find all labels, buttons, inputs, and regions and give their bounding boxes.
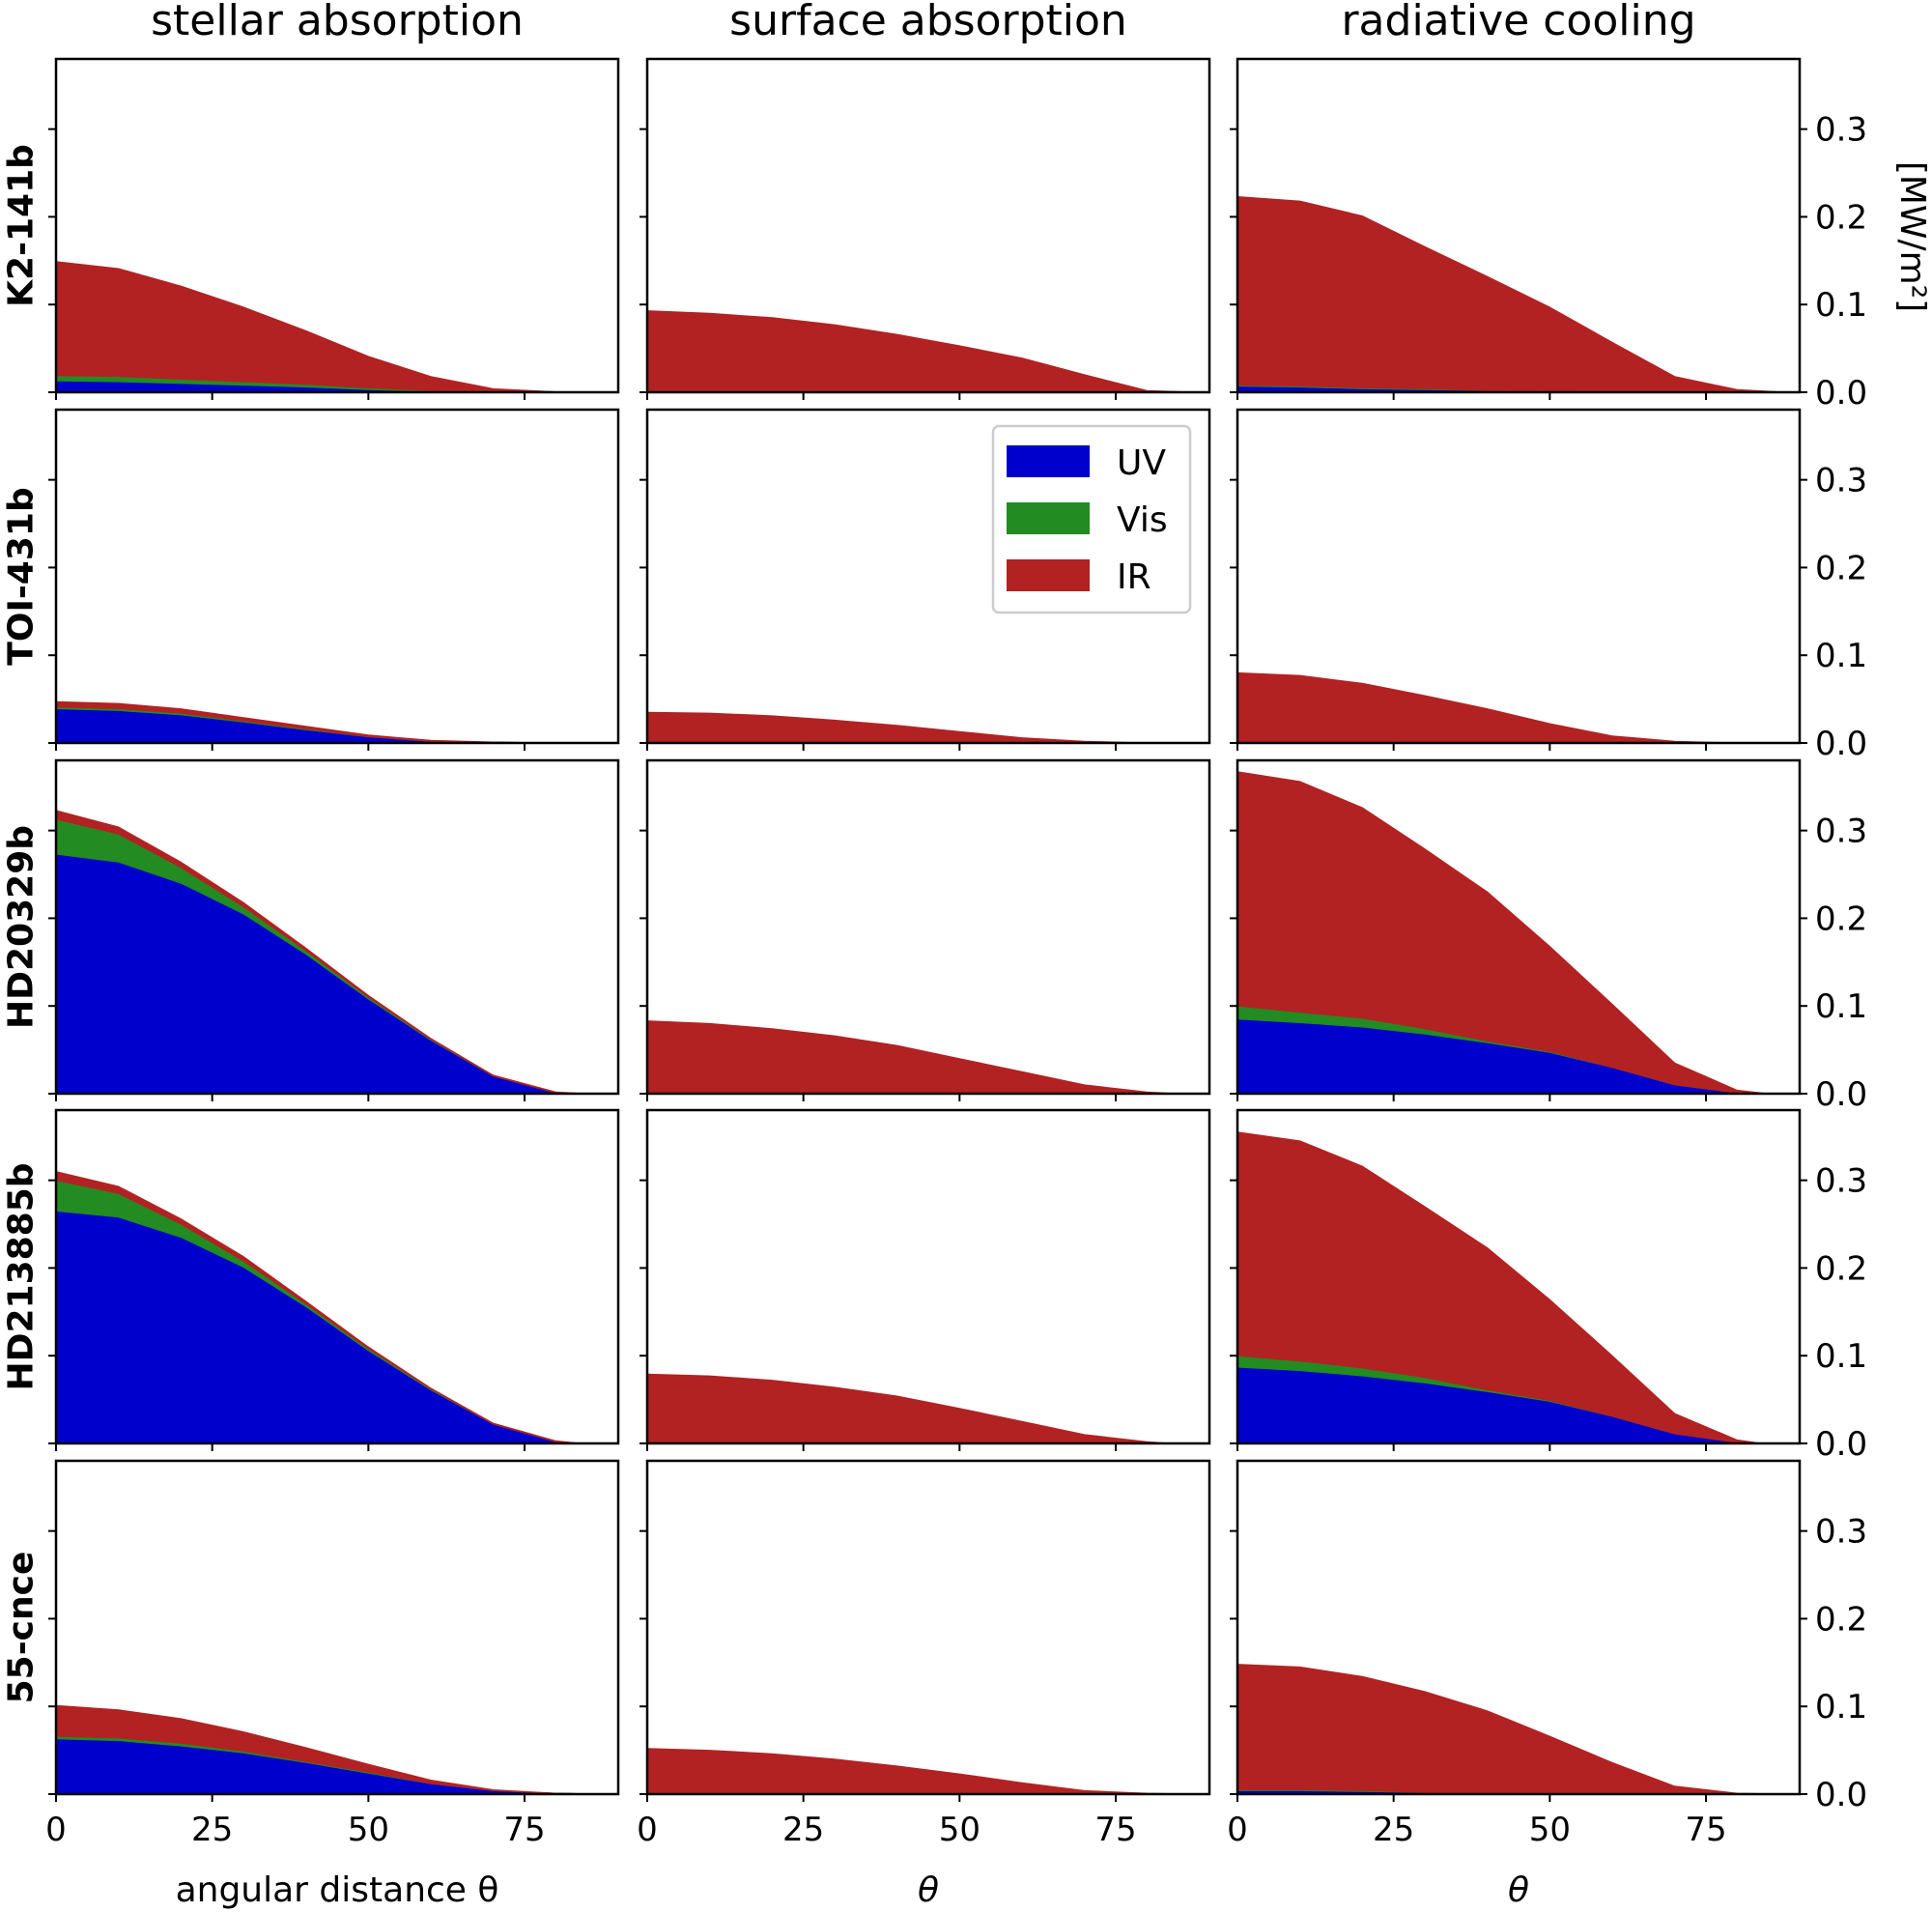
panel-2-0 — [48, 758, 620, 1101]
y-tick-label: 0.3 — [1815, 111, 1867, 150]
y-tick-label: 0.2 — [1815, 198, 1867, 237]
area-ir-0-0 — [55, 261, 607, 393]
panel-frame — [645, 408, 1211, 745]
y-tick-label: 0.3 — [1815, 462, 1867, 500]
row-label-0: K2-141b — [2, 144, 42, 307]
panel-1-1 — [639, 408, 1211, 751]
legend-swatch-uv — [1007, 445, 1090, 477]
column-title-2: radiative cooling — [1341, 0, 1695, 45]
area-ir-1-1 — [646, 711, 1198, 744]
y-tick-label: 0.1 — [1815, 1337, 1867, 1376]
x-tick-label: 50 — [348, 1811, 389, 1849]
x-tick-label: 0 — [45, 1811, 67, 1849]
row-label-1: TOI-431b — [2, 487, 42, 665]
x-tick-label: 50 — [1529, 1811, 1571, 1849]
panel-3-2: 0.0 0.1 0.2 0.3 — [1230, 1108, 1867, 1464]
column-title-0: stellar absorption — [151, 0, 524, 45]
panel-0-1 — [639, 57, 1211, 400]
x-axis-label-2: θ — [1508, 1870, 1529, 1910]
y-axis-label: [MW/m²] — [1892, 161, 1932, 312]
y-tick-label: 0.1 — [1815, 286, 1867, 325]
legend-swatch-vis — [1007, 502, 1090, 534]
y-tick-label: 0.2 — [1815, 1249, 1867, 1288]
panel-frame — [1236, 1108, 1802, 1445]
area-ir-3-1 — [646, 1373, 1173, 1444]
panel-1-2: 0.0 0.1 0.2 0.3 — [1230, 408, 1867, 763]
panel-4-2: 0 25 50 75 0.0 0.1 0.2 0.3 — [1227, 1459, 1867, 1849]
x-tick-label: 0 — [1227, 1811, 1248, 1849]
panel-3-0 — [48, 1108, 620, 1451]
y-tick-label: 0.0 — [1815, 1075, 1867, 1114]
x-axis-label-1: θ — [918, 1870, 939, 1910]
panel-3-1 — [639, 1108, 1211, 1451]
legend: UV Vis IR — [991, 424, 1192, 614]
area-uv-1-0 — [55, 708, 607, 744]
panel-frame — [645, 1108, 1211, 1445]
y-tick-label: 0.3 — [1815, 1513, 1867, 1552]
y-tick-label: 0.2 — [1815, 549, 1867, 587]
panel-frame — [1236, 57, 1802, 394]
x-tick-label: 50 — [939, 1811, 980, 1849]
x-tick-label: 75 — [1094, 1811, 1136, 1849]
y-tick-label: 0.2 — [1815, 899, 1867, 938]
row-label-4: 55-cnce — [2, 1552, 42, 1704]
y-tick-label: 0.0 — [1815, 1425, 1867, 1464]
panel-1-0 — [48, 408, 620, 751]
panel-frame — [645, 57, 1211, 394]
area-ir-4-1 — [646, 1748, 1198, 1795]
area-ir-2-1 — [646, 1020, 1179, 1095]
x-tick-label: 75 — [1685, 1811, 1726, 1849]
y-tick-label: 0.3 — [1815, 1162, 1867, 1201]
panel-frame — [54, 1459, 620, 1796]
panel-frame — [645, 1459, 1211, 1796]
y-tick-label: 0.0 — [1815, 725, 1867, 763]
y-tick-label: 0.0 — [1815, 1776, 1867, 1814]
area-ir-0-2 — [1236, 195, 1788, 393]
y-tick-label: 0.2 — [1815, 1600, 1867, 1639]
panel-0-2: 0.0 0.1 0.2 0.3 — [1230, 57, 1867, 413]
panel-frame — [54, 1108, 620, 1445]
panel-frame — [1236, 758, 1802, 1096]
legend-swatch-ir — [1007, 559, 1090, 591]
panel-frame — [54, 57, 620, 394]
panel-2-1 — [639, 758, 1211, 1101]
x-tick-label: 0 — [637, 1811, 658, 1849]
y-tick-label: 0.1 — [1815, 987, 1867, 1026]
panel-frame — [645, 758, 1211, 1096]
panel-frame — [54, 758, 620, 1096]
x-axis-label-0: angular distance θ — [176, 1870, 499, 1910]
x-tick-label: 25 — [191, 1811, 233, 1849]
panel-4-1: 0 25 50 75 — [637, 1459, 1211, 1849]
legend-label-ir: IR — [1117, 557, 1151, 597]
area-ir-4-2 — [1236, 1664, 1788, 1795]
panel-4-0: 0 25 50 75 — [45, 1459, 620, 1849]
legend-label-uv: UV — [1117, 443, 1166, 483]
panel-frame — [1236, 1459, 1802, 1796]
area-uv-3-0 — [55, 1210, 582, 1444]
row-label-3: HD213885b — [2, 1162, 42, 1390]
panel-2-2: 0.0 0.1 0.2 0.3 — [1230, 758, 1867, 1114]
x-tick-label: 75 — [503, 1811, 545, 1849]
panel-0-0 — [48, 57, 620, 400]
column-title-1: surface absorption — [729, 0, 1127, 45]
legend-label-vis: Vis — [1117, 500, 1168, 540]
panel-frame — [54, 408, 620, 745]
area-uv-2-0 — [55, 853, 587, 1095]
panel-frame — [1236, 408, 1802, 745]
x-tick-label: 25 — [1373, 1811, 1414, 1849]
area-ir-0-1 — [646, 310, 1198, 393]
x-tick-label: 25 — [782, 1811, 824, 1849]
row-label-2: HD20329b — [2, 825, 42, 1029]
y-tick-label: 0.0 — [1815, 374, 1867, 413]
y-tick-label: 0.1 — [1815, 1688, 1867, 1727]
y-tick-label: 0.1 — [1815, 637, 1867, 675]
y-tick-label: 0.3 — [1815, 813, 1867, 851]
area-ir-1-2 — [1236, 671, 1788, 744]
